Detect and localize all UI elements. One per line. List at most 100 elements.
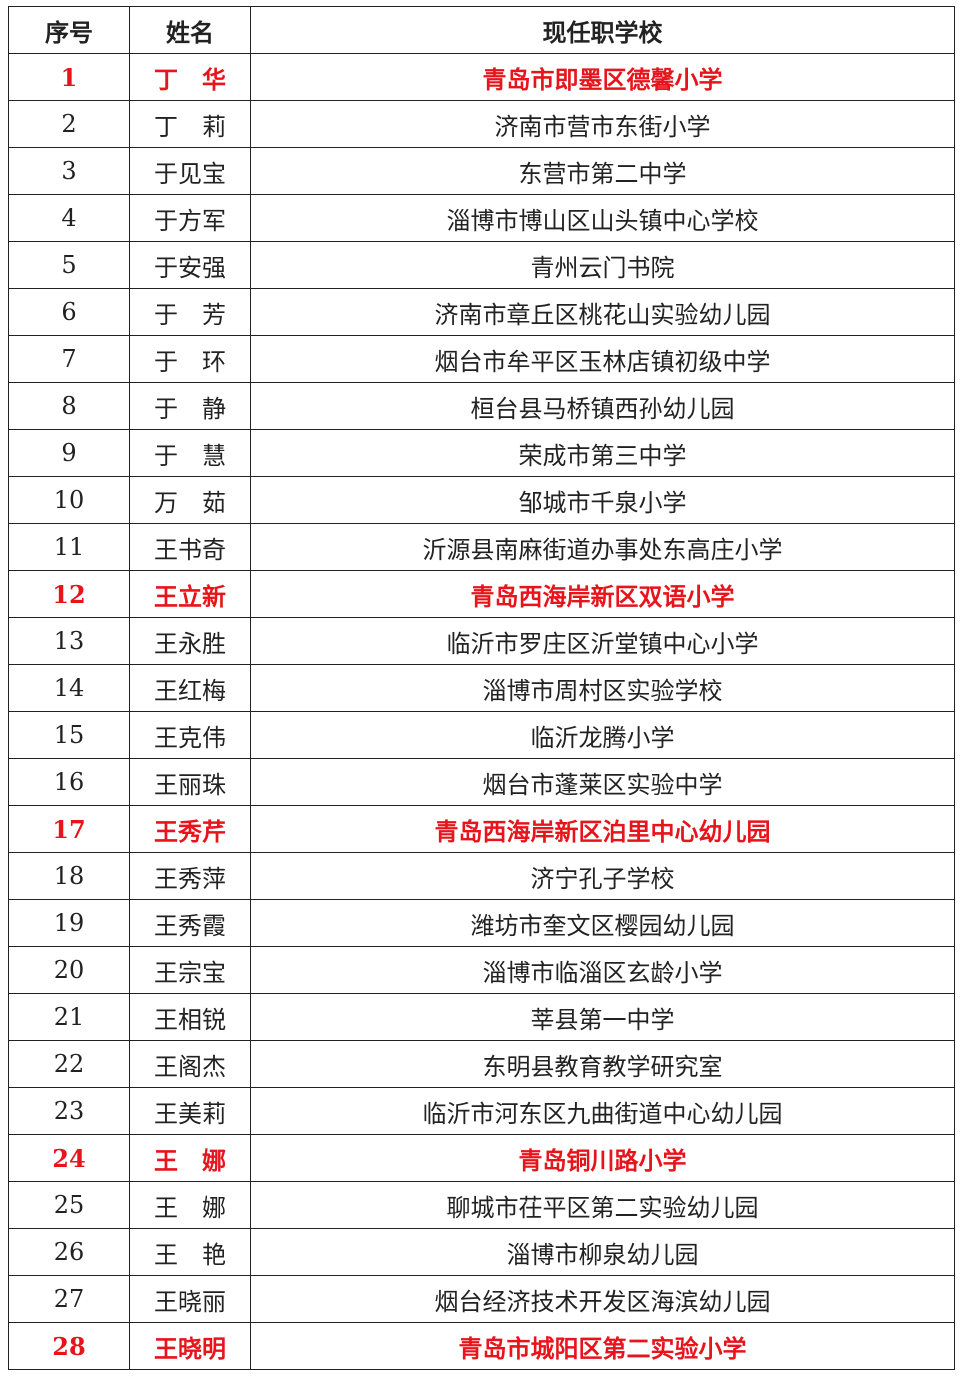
name: 王相锐 [129,993,251,1041]
table-row: 12 王立新 青岛西海岸新区双语小学 [8,570,955,618]
school: 青岛市城阳区第二实验小学 [250,1322,955,1370]
name: 王立新 [129,570,251,618]
table-row: 28 王晓明 青岛市城阳区第二实验小学 [8,1322,955,1370]
table-row: 20 王宗宝 淄博市临淄区玄龄小学 [8,946,955,994]
header-cell: 序号 [8,6,130,54]
name: 丁 华 [129,53,251,101]
table-row: 22 王阁杰 东明县教育教学研究室 [8,1040,955,1088]
name: 王 艳 [129,1228,251,1276]
table-row: 10 万 茹邹城市千泉小学 [8,476,955,524]
row-number: 21 [8,993,130,1041]
table-row: 19 王秀霞 潍坊市奎文区樱园幼儿园 [8,899,955,947]
name: 王丽珠 [129,758,251,806]
name: 王 娜 [129,1181,251,1229]
row-number: 9 [8,429,130,477]
table-row: 14 王红梅 淄博市周村区实验学校 [8,664,955,712]
table-row: 25 王 娜聊城市茌平区第二实验幼儿园 [8,1181,955,1229]
row-number: 17 [8,805,130,853]
row-number: 11 [8,523,130,571]
school: 东营市第二中学 [250,147,955,195]
name: 王晓丽 [129,1275,251,1323]
table-row: 11 王书奇 沂源县南麻街道办事处东高庄小学 [8,523,955,571]
school: 桓台县马桥镇西孙幼儿园 [250,382,955,430]
row-number: 4 [8,194,130,242]
row-number: 13 [8,617,130,665]
name: 于方军 [129,194,251,242]
row-number: 26 [8,1228,130,1276]
school: 烟台市蓬莱区实验中学 [250,758,955,806]
table-row: 16 王丽珠 烟台市蓬莱区实验中学 [8,758,955,806]
row-number: 23 [8,1087,130,1135]
row-number: 6 [8,288,130,336]
name: 于 芳 [129,288,251,336]
school: 东明县教育教学研究室 [250,1040,955,1088]
name: 王克伟 [129,711,251,759]
school: 淄博市周村区实验学校 [250,664,955,712]
name: 万 茹 [129,476,251,524]
name: 王晓明 [129,1322,251,1370]
name: 王秀芹 [129,805,251,853]
row-number: 24 [8,1134,130,1182]
school: 烟台市牟平区玉林店镇初级中学 [250,335,955,383]
name: 王书奇 [129,523,251,571]
name: 于 静 [129,382,251,430]
row-number: 3 [8,147,130,195]
table-row: 24 王 娜青岛铜川路小学 [8,1134,955,1182]
school: 淄博市柳泉幼儿园 [250,1228,955,1276]
name: 丁 莉 [129,100,251,148]
header-row: 序号 姓名 现任职学校 [8,6,955,54]
name: 王红梅 [129,664,251,712]
school: 潍坊市奎文区樱园幼儿园 [250,899,955,947]
row-number: 2 [8,100,130,148]
row-number: 7 [8,335,130,383]
school: 淄博市临淄区玄龄小学 [250,946,955,994]
school: 济南市营市东街小学 [250,100,955,148]
row-number: 27 [8,1275,130,1323]
row-number: 5 [8,241,130,289]
school: 青岛铜川路小学 [250,1134,955,1182]
school: 烟台经济技术开发区海滨幼儿园 [250,1275,955,1323]
row-number: 16 [8,758,130,806]
school: 淄博市博山区山头镇中心学校 [250,194,955,242]
name: 王阁杰 [129,1040,251,1088]
row-number: 8 [8,382,130,430]
header-cell: 姓名 [129,6,251,54]
row-number: 15 [8,711,130,759]
school: 荣成市第三中学 [250,429,955,477]
row-number: 14 [8,664,130,712]
school: 临沂市罗庄区沂堂镇中心小学 [250,617,955,665]
header-cell: 现任职学校 [250,6,955,54]
table-row: 5 于安强 青州云门书院 [8,241,955,289]
table-row: 26 王 艳淄博市柳泉幼儿园 [8,1228,955,1276]
table-row: 21 王相锐 莘县第一中学 [8,993,955,1041]
name: 于 慧 [129,429,251,477]
table-row: 27 王晓丽 烟台经济技术开发区海滨幼儿园 [8,1275,955,1323]
school: 聊城市茌平区第二实验幼儿园 [250,1181,955,1229]
table-row: 4 于方军 淄博市博山区山头镇中心学校 [8,194,955,242]
name: 王秀霞 [129,899,251,947]
name: 王 娜 [129,1134,251,1182]
table-row: 23 王美莉 临沂市河东区九曲街道中心幼儿园 [8,1087,955,1135]
school: 邹城市千泉小学 [250,476,955,524]
school: 沂源县南麻街道办事处东高庄小学 [250,523,955,571]
row-number: 12 [8,570,130,618]
row-number: 20 [8,946,130,994]
school: 济宁孔子学校 [250,852,955,900]
table-row: 3 于见宝 东营市第二中学 [8,147,955,195]
school: 青岛西海岸新区双语小学 [250,570,955,618]
row-number: 28 [8,1322,130,1370]
school: 济南市章丘区桃花山实验幼儿园 [250,288,955,336]
name: 王秀萍 [129,852,251,900]
name: 于见宝 [129,147,251,195]
name: 王宗宝 [129,946,251,994]
name: 王美莉 [129,1087,251,1135]
table-row: 17 王秀芹 青岛西海岸新区泊里中心幼儿园 [8,805,955,853]
